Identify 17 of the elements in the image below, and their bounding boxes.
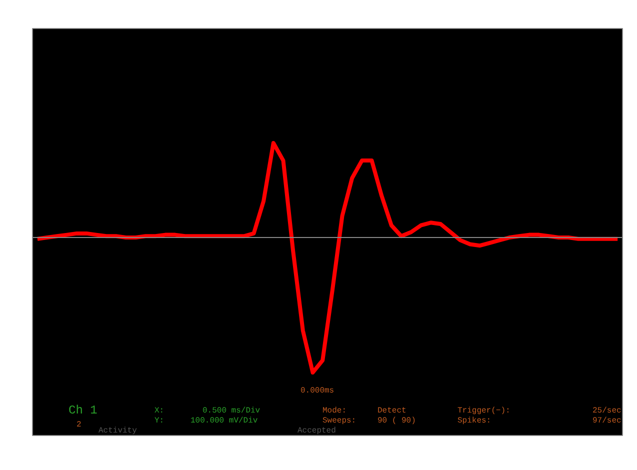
text: Mode:: [322, 406, 347, 416]
text: 25/sec: [592, 406, 622, 416]
text: Detect: [378, 406, 406, 416]
text: Accepted: [298, 426, 336, 436]
text: X:: [154, 406, 164, 416]
text: 0.000ms: [300, 386, 334, 396]
text: 90 ( 90): [378, 416, 416, 426]
text: Spikes:: [458, 416, 492, 426]
text: Trigger(−):: [458, 406, 510, 416]
text: Ch 1: [68, 404, 98, 418]
text: 100.000 mV/Div: [190, 416, 258, 426]
text: Sweeps:: [322, 416, 356, 426]
text: Y:: [154, 416, 164, 426]
text: 0.500 ms/Div: [202, 406, 260, 416]
text: 97/sec: [592, 416, 622, 426]
text: 2: [76, 420, 82, 430]
text: Activity: [98, 426, 138, 436]
